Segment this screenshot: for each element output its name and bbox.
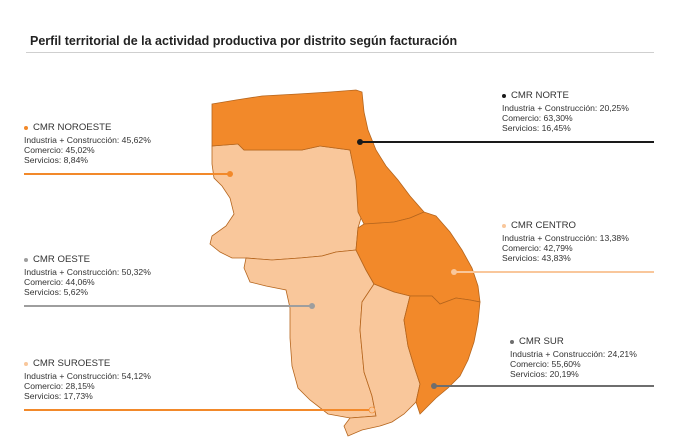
district-name: CMR OESTE: [33, 254, 91, 265]
district-name: CMR SUR: [519, 336, 564, 347]
marker-centro: [451, 269, 457, 275]
region-oeste[interactable]: [243, 249, 377, 419]
marker-sur: [431, 383, 437, 389]
marker-norte: [357, 139, 363, 145]
servicios-value: Servicios: 5,62%: [24, 287, 89, 298]
district-name: CMR SUROESTE: [33, 358, 111, 369]
servicios-value: Servicios: 16,45%: [502, 123, 571, 134]
label-noroeste: CMR NOROESTE Industria + Construcción: 4…: [24, 122, 151, 166]
region-noroeste[interactable]: [209, 143, 365, 261]
servicios-value: Servicios: 20,19%: [510, 369, 579, 380]
comercio-value: Comercio: 63,30%: [502, 113, 573, 124]
industria-value: Industria + Construcción: 45,62%: [24, 135, 151, 145]
region-sur[interactable]: [403, 295, 481, 415]
servicios-value: Servicios: 43,83%: [502, 253, 571, 264]
dot-sur: [510, 340, 514, 344]
marker-noroeste: [227, 171, 233, 177]
industria-value: Industria + Construcción: 54,12%: [24, 371, 151, 381]
industria-value: Industria + Construcción: 24,21%: [510, 349, 637, 359]
servicios-value: Servicios: 17,73%: [24, 391, 93, 402]
page-title: Perfil territorial de la actividad produ…: [30, 34, 458, 48]
label-suroeste: CMR SUROESTE Industria + Construcción: 5…: [24, 358, 151, 402]
label-sur: CMR SUR Industria + Construcción: 24,21%…: [510, 336, 637, 380]
comercio-value: Comercio: 55,60%: [510, 359, 581, 370]
dot-centro: [502, 224, 506, 228]
dot-norte: [502, 94, 506, 98]
industria-value: Industria + Construcción: 13,38%: [502, 233, 629, 243]
label-oeste: CMR OESTE Industria + Construcción: 50,3…: [24, 254, 151, 298]
comercio-value: Comercio: 44,06%: [24, 277, 95, 288]
dot-noroeste: [24, 126, 28, 130]
label-norte: CMR NORTE Industria + Construcción: 20,2…: [502, 90, 629, 134]
servicios-value: Servicios: 8,84%: [24, 155, 89, 166]
marker-suroeste: [368, 406, 376, 414]
dot-suroeste: [24, 362, 28, 366]
district-name: CMR CENTRO: [511, 220, 577, 231]
industria-value: Industria + Construcción: 20,25%: [502, 103, 629, 113]
comercio-value: Comercio: 42,79%: [502, 243, 573, 254]
title-divider: [26, 52, 654, 53]
industria-value: Industria + Construcción: 50,32%: [24, 267, 151, 277]
marker-oeste: [309, 303, 315, 309]
district-name: CMR NORTE: [511, 90, 569, 101]
label-centro: CMR CENTRO Industria + Construcción: 13,…: [502, 220, 629, 264]
district-name: CMR NOROESTE: [33, 122, 112, 133]
dot-oeste: [24, 258, 28, 262]
comercio-value: Comercio: 45,02%: [24, 145, 95, 156]
comercio-value: Comercio: 28,15%: [24, 381, 95, 392]
